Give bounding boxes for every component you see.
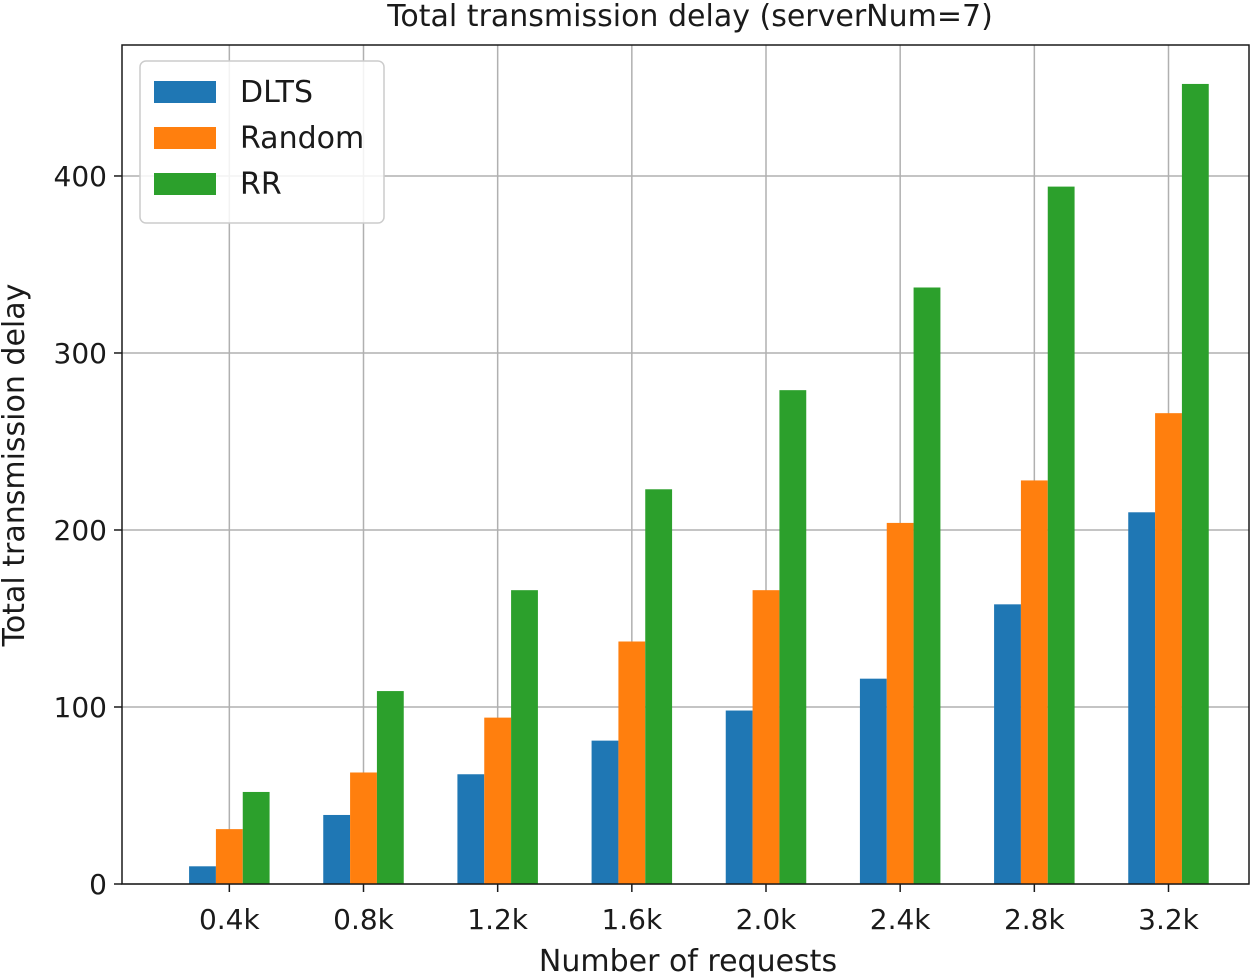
bar-random xyxy=(215,829,243,884)
bar-random xyxy=(1020,480,1048,884)
plot-frame xyxy=(121,44,1250,885)
bar-dlts xyxy=(591,740,619,884)
bar-dlts xyxy=(189,866,216,884)
legend-label-rr: RR xyxy=(240,167,282,202)
bar-random xyxy=(886,522,914,884)
bar-rr xyxy=(645,489,673,884)
x-tick-label: 2.4k xyxy=(870,903,932,936)
legend: DLTS Random RR xyxy=(139,60,385,224)
bar-rr xyxy=(779,390,807,884)
bar-dlts xyxy=(1128,512,1156,884)
y-axis-label: Total transmission delay xyxy=(0,284,32,648)
x-axis-label: Number of requests xyxy=(539,944,837,979)
y-tick-label: 0 xyxy=(89,868,107,901)
legend-label-dlts: DLTS xyxy=(240,75,313,110)
x-tick-label: 1.2k xyxy=(467,903,529,936)
x-tick-label: 3.2k xyxy=(1138,903,1200,936)
bar-random xyxy=(350,772,377,884)
bar-dlts xyxy=(725,710,753,884)
bar-rr xyxy=(376,691,404,884)
bar-random xyxy=(752,590,780,884)
x-tick-label: 0.4k xyxy=(199,903,261,936)
bar-random xyxy=(1155,413,1182,884)
y-tick-label: 200 xyxy=(54,514,107,547)
legend-swatch-dlts xyxy=(154,81,216,103)
bars xyxy=(189,83,1209,885)
bar-dlts xyxy=(457,774,485,884)
legend-swatch-random xyxy=(154,127,216,149)
bar-random xyxy=(618,641,646,884)
x-tick-label: 1.6k xyxy=(601,903,663,936)
bar-dlts xyxy=(323,814,351,884)
x-tick-label: 2.8k xyxy=(1004,903,1066,936)
x-tick-label: 0.8k xyxy=(333,903,395,936)
y-tick-label: 400 xyxy=(54,160,107,193)
y-tick-label: 300 xyxy=(54,337,107,370)
bar-dlts xyxy=(994,604,1021,884)
legend-swatch-rr xyxy=(154,173,216,195)
axis-ticks: 0.4k 0.8k 1.2k 1.6k 2.0k 2.4k 2.8k 3.2k 0 100 200 3… xyxy=(54,160,1200,936)
bar-dlts xyxy=(859,678,887,884)
bar-rr xyxy=(511,590,538,884)
y-tick-label: 100 xyxy=(54,691,107,724)
bar-rr xyxy=(913,287,941,884)
chart-title: Total transmission delay (serverNum=7) xyxy=(386,0,993,34)
bar-random xyxy=(484,717,512,884)
legend-label-random: Random xyxy=(240,121,364,156)
bar-rr xyxy=(1181,83,1209,885)
bar-rr xyxy=(1047,186,1075,884)
x-tick-label: 2.0k xyxy=(736,903,798,936)
bar-rr xyxy=(242,791,270,884)
